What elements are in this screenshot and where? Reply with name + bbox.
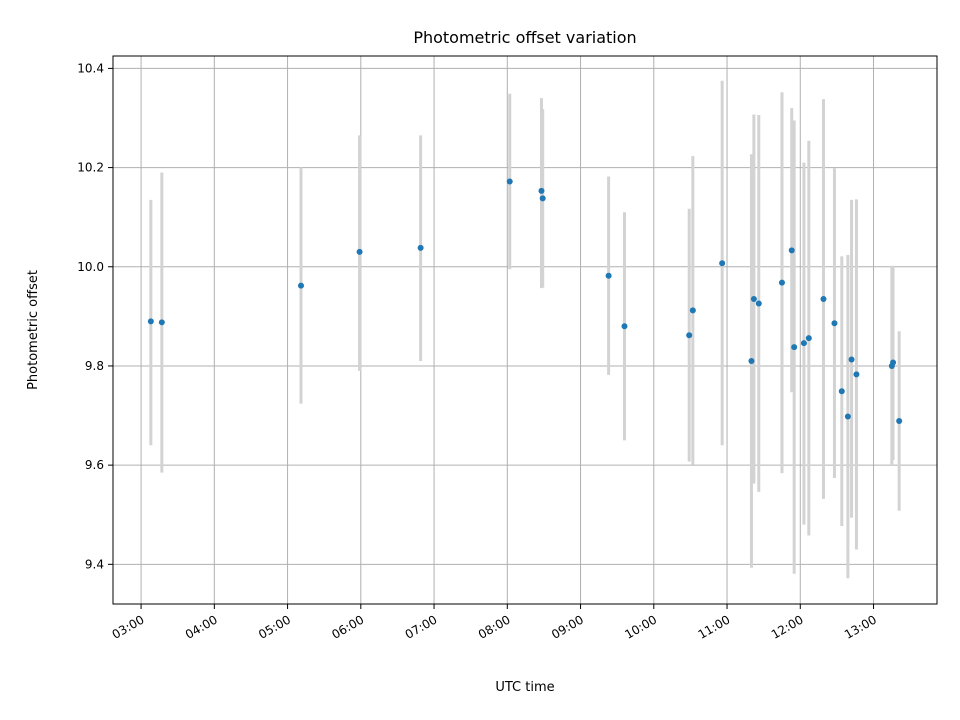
data-point: [820, 296, 827, 303]
y-tick-label: 10.2: [77, 161, 104, 175]
data-point: [890, 359, 897, 366]
chart-title: Photometric offset variation: [413, 28, 636, 47]
data-point: [539, 195, 546, 202]
data-point: [538, 187, 545, 194]
y-axis-label: Photometric offset: [26, 270, 41, 390]
data-point: [853, 371, 860, 378]
grid: [113, 56, 937, 604]
y-tick-label: 9.6: [85, 458, 104, 472]
data-point: [788, 247, 795, 254]
data-point: [506, 178, 513, 185]
data-point: [297, 282, 304, 289]
data-point: [621, 323, 628, 330]
data-point: [147, 318, 154, 325]
data-point: [605, 272, 612, 279]
y-tick-label: 9.4: [85, 557, 104, 571]
data-point: [755, 300, 762, 307]
data-points: [147, 178, 903, 425]
data-point: [791, 344, 798, 351]
data-point: [831, 320, 838, 327]
data-point: [844, 413, 851, 420]
data-point: [356, 248, 363, 255]
y-tick-label: 9.8: [85, 359, 104, 373]
data-point: [778, 279, 785, 286]
data-point: [748, 357, 755, 364]
data-point: [158, 319, 165, 326]
data-point: [896, 418, 903, 425]
data-point: [805, 335, 812, 342]
data-point: [719, 260, 726, 267]
x-axis-label: UTC time: [495, 680, 554, 695]
data-point: [417, 244, 424, 251]
y-tick-label: 10.0: [77, 260, 104, 274]
data-point: [838, 388, 845, 395]
plot-area-frame: [112, 55, 938, 605]
data-point: [750, 296, 757, 303]
data-point: [800, 340, 807, 347]
data-point: [689, 307, 696, 314]
data-point: [848, 356, 855, 363]
data-point: [686, 332, 693, 339]
y-tick-label: 10.4: [77, 61, 104, 75]
